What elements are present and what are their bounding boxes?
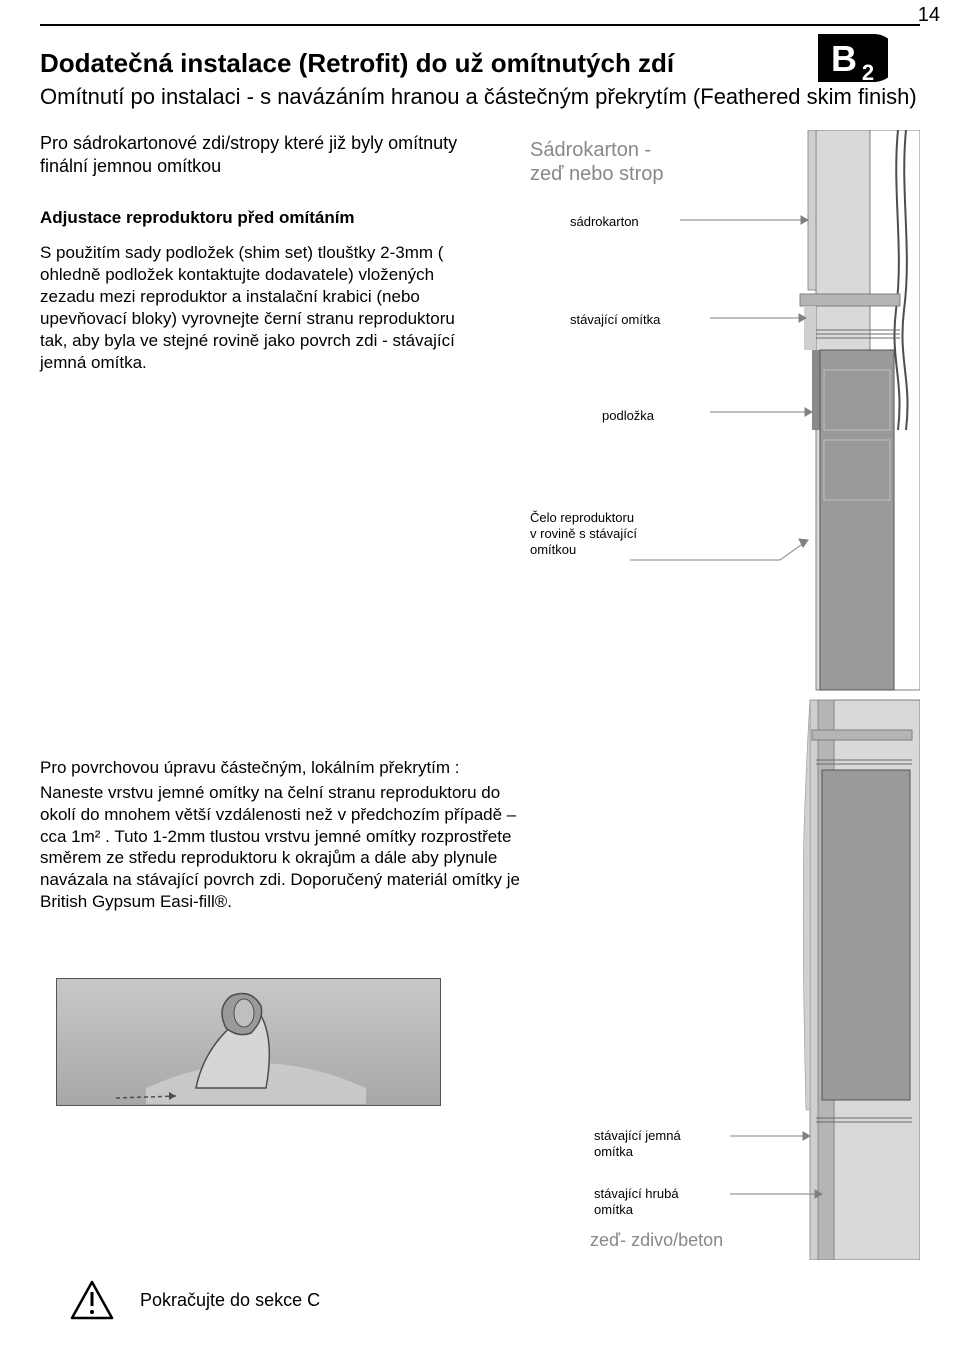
body2-title: Pro povrchovou úpravu částečným, lokální… [40, 758, 520, 778]
top-rule [40, 24, 920, 26]
intro-text: Pro sádrokartonové zdi/stropy které již … [40, 132, 460, 177]
svg-text:2: 2 [862, 60, 874, 85]
section-subhead: Adjustace reproduktoru před omítáním [40, 208, 355, 228]
page-subtitle: Omítnutí po instalaci - s navázáním hran… [40, 84, 917, 110]
warning-icon [70, 1280, 114, 1320]
continue-text: Pokračujte do sekce C [140, 1290, 320, 1311]
page-title: Dodatečná instalace (Retrofit) do už omí… [40, 48, 674, 79]
page-number: 14 [918, 4, 940, 27]
body-paragraph-2: Naneste vrstvu jemné omítky na čelní str… [40, 782, 520, 913]
body-paragraph-1: S použitím sady podložek (shim set) tlou… [40, 242, 460, 375]
svg-text:B: B [831, 38, 857, 79]
trowel-illustration [56, 978, 441, 1106]
b2-badge-icon: B 2 [818, 34, 888, 90]
cross-section-diagram [560, 130, 920, 1260]
